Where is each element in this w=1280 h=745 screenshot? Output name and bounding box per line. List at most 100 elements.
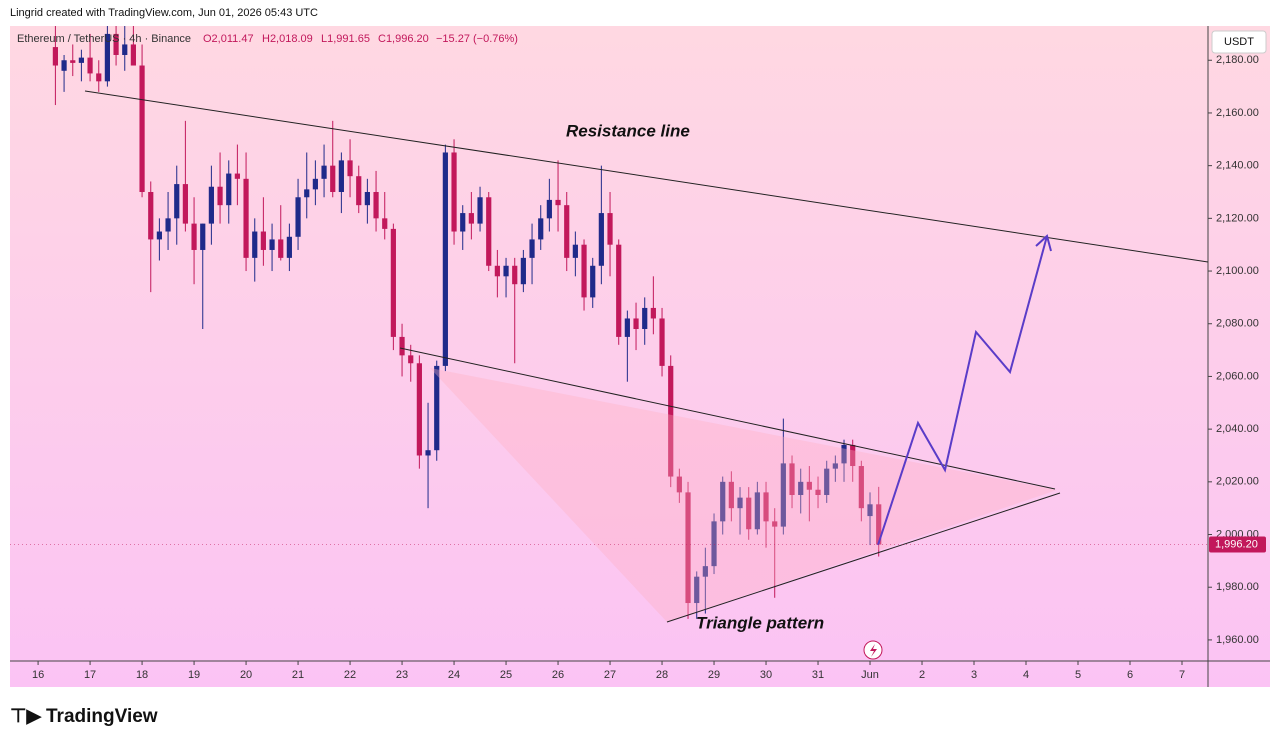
x-tick-label: 2 [919,669,925,681]
candle-body [659,318,665,366]
candle-body [217,186,223,206]
y-tick-label: 1,960.00 [1216,634,1259,646]
projection-arrow [1035,234,1052,252]
candle-body [78,57,84,63]
candles [52,26,882,619]
y-tick-label: 2,080.00 [1216,318,1259,330]
x-tick-label: 19 [188,669,200,681]
currency[interactable]: USDT [1224,36,1254,48]
triangle-lower [666,492,1061,623]
x-tick-label: 7 [1179,669,1185,681]
candle-body [824,468,830,496]
candle-body [399,336,405,356]
candle-body [425,450,431,456]
last-price-label: 1,996.20 [1215,538,1258,550]
candle-body [616,244,622,337]
candle-body [564,205,570,258]
x-tick-label: 18 [136,669,148,681]
candle-body [477,197,483,224]
candle-body [494,265,500,277]
candle-body [122,44,128,55]
candle-body [546,199,552,219]
projection-path [877,235,1048,546]
ohlc-value: L1,991.65 [321,33,370,45]
candle-body [330,165,336,192]
candle-body [96,73,102,82]
candle-body [503,265,509,277]
drawings [84,90,1208,623]
candle-body [226,173,232,206]
candle-body [572,244,578,258]
candle-body [711,521,717,567]
y-tick-label: 2,180.00 [1216,54,1259,66]
candle-body [581,244,587,298]
x-tick-label: 25 [500,669,512,681]
candle-body [139,65,145,192]
candle-body [668,365,674,477]
y-tick-label: 2,160.00 [1216,107,1259,119]
candle-body [529,239,535,258]
candle-body [434,365,440,451]
candle-body [841,444,847,464]
currency-button[interactable] [1211,30,1267,54]
y-tick-label: 2,040.00 [1216,423,1259,435]
candle-body [772,521,778,527]
ohlc-value: −15.27 (−0.76%) [436,33,518,45]
candle-body [234,173,240,179]
x-tick-label: 31 [812,669,824,681]
ohlc-value: O2,011.47 [203,33,254,45]
logo-mark: ⊤▶ [10,706,43,727]
y-tick-label: 2,120.00 [1216,212,1259,224]
candle-body [754,492,760,530]
candle-body [156,231,162,240]
candle-body [208,186,214,224]
candle-body [815,489,821,496]
x-tick-label: 30 [760,669,772,681]
x-tick-label: Jun [861,669,879,681]
annotation: Triangle pattern [696,613,824,632]
candle-body [720,481,726,522]
ohlc-value: C1,996.20 [378,33,429,45]
triangle-fill [430,368,1057,622]
candle-body [737,497,743,509]
candle-body [200,223,206,250]
candle-body [52,47,58,66]
candle-body [867,504,873,517]
candle-body [269,239,275,250]
candle-body [468,213,474,224]
event-icon-bolt [870,644,877,657]
y-tick-label: 2,140.00 [1216,160,1259,172]
candle-body [416,363,422,456]
candle-body [87,57,93,74]
candle-body [191,223,197,250]
legend: Ethereum / TetherUS · 4h · Binance O2,01… [17,33,518,45]
candle-body [806,481,812,490]
symbol: Ethereum / TetherUS · 4h · Binance [17,33,191,45]
footer-logo: TradingView [46,706,158,727]
candle-body [148,191,154,240]
candle-body [61,60,67,71]
candle-body [312,178,318,190]
x-tick-label: 3 [971,669,977,681]
candle-body [624,318,630,337]
x-tick-label: 22 [344,669,356,681]
candle-body [130,44,136,66]
x-tick-label: 29 [708,669,720,681]
candle-body [390,228,396,337]
candle-body [633,318,639,330]
candle-body [182,184,188,224]
y-tick-label: 1,980.00 [1216,581,1259,593]
candle-body [174,184,180,219]
candle-body [260,231,266,250]
candle-body [789,463,795,496]
candle-body [442,152,448,366]
y-tick-label: 2,100.00 [1216,265,1259,277]
x-tick-label: 4 [1023,669,1029,681]
candle-body [70,60,76,63]
x-tick-label: 28 [656,669,668,681]
candle-body [460,213,466,232]
candle-body [286,236,292,258]
candle-body [590,265,596,298]
candle-body [338,160,344,192]
